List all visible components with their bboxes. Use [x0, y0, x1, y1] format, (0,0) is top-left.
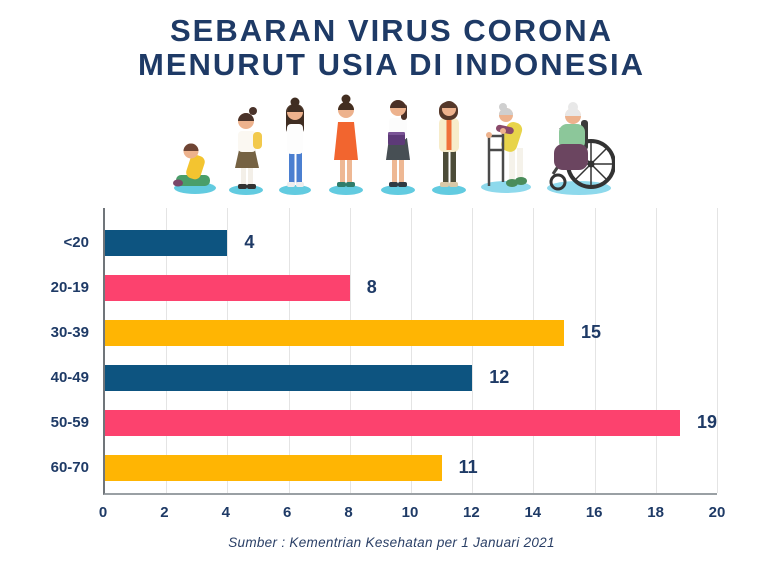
- y-axis-labels: <20 20-19 30-39 40-49 50-59 60-70: [0, 208, 103, 495]
- x-tick-label: 8: [344, 504, 353, 522]
- bar-row: 19: [105, 400, 717, 445]
- bar-<20: [105, 229, 228, 256]
- schoolgirl-icon: [229, 107, 263, 196]
- gridline: [655, 208, 657, 494]
- bar-row: 4: [105, 220, 717, 265]
- source-note: Sumber : Kementrian Kesehatan per 1 Janu…: [228, 535, 555, 551]
- x-tick-label: 10: [401, 504, 419, 522]
- bar-value-label: 4: [244, 232, 255, 253]
- bar-row: 11: [105, 445, 717, 490]
- x-tick-label: 4: [221, 504, 230, 522]
- x-tick-label: 18: [647, 504, 664, 522]
- bar-chart: <20 20-19 30-39 40-49 50-59 60-70 4 8 15 12 19 11: [0, 208, 783, 496]
- bar-60-70: [105, 454, 442, 481]
- plot-area: 4 8 15 12 19 11: [103, 208, 718, 496]
- bar-value-label: 15: [581, 322, 602, 343]
- category-label: 30-39: [50, 324, 89, 342]
- title-line-1: SEBARAN VIRUS CORONA: [169, 13, 614, 48]
- teenager-icon: [279, 97, 311, 196]
- x-axis-labels: 0 2 4 6 8 10 12 14 16 18 20: [99, 495, 726, 527]
- bar-30-39: [105, 319, 564, 346]
- x-tick-label: 12: [463, 504, 480, 522]
- x-tick-label: 16: [585, 504, 603, 522]
- category-label: 40-49: [50, 369, 89, 387]
- bar-value-label: 8: [366, 277, 377, 298]
- bar-row: 15: [105, 310, 717, 355]
- child-sitting-icon: [173, 143, 216, 195]
- x-tick-label: 6: [283, 504, 292, 522]
- gridline: [411, 208, 412, 494]
- gridline: [166, 208, 168, 494]
- gridline: [472, 208, 474, 494]
- gridline: [349, 208, 351, 494]
- gridline: [533, 208, 535, 494]
- bar-50-59: [105, 409, 680, 436]
- woman-in-jacket-icon: [432, 101, 466, 196]
- gridline: [717, 208, 718, 494]
- bar-row: 12: [105, 355, 717, 400]
- gridline: [594, 208, 596, 494]
- category-label: 60-70: [50, 459, 89, 477]
- gridline: [288, 208, 290, 494]
- elderly-in-wheelchair-icon: [547, 102, 615, 196]
- age-progression-illustration: [0, 88, 783, 196]
- x-tick-label: 0: [98, 504, 108, 522]
- bar-40-49: [105, 364, 473, 391]
- title-line-2: MENURUT USIA DI INDONESIA: [138, 47, 645, 83]
- bar-value-label: 11: [458, 457, 478, 478]
- x-tick-label: 2: [160, 504, 169, 522]
- x-tick-label: 20: [708, 504, 726, 522]
- bar-value-label: 12: [489, 367, 510, 388]
- category-label: <20: [63, 234, 89, 252]
- woman-with-folder-icon: [381, 100, 415, 196]
- category-label: 20-19: [50, 279, 89, 297]
- page-title: SEBARAN VIRUS CORONA MENURUT USIA DI IND…: [0, 0, 783, 82]
- gridline: [227, 208, 229, 494]
- bar-20-19: [105, 274, 350, 301]
- young-woman-dress-icon: [329, 94, 363, 196]
- x-tick-label: 14: [524, 504, 542, 522]
- category-label: 50-59: [50, 414, 89, 432]
- bar-row: 8: [105, 265, 717, 310]
- bar-value-label: 19: [696, 412, 717, 433]
- elderly-with-walker-icon: [481, 103, 531, 194]
